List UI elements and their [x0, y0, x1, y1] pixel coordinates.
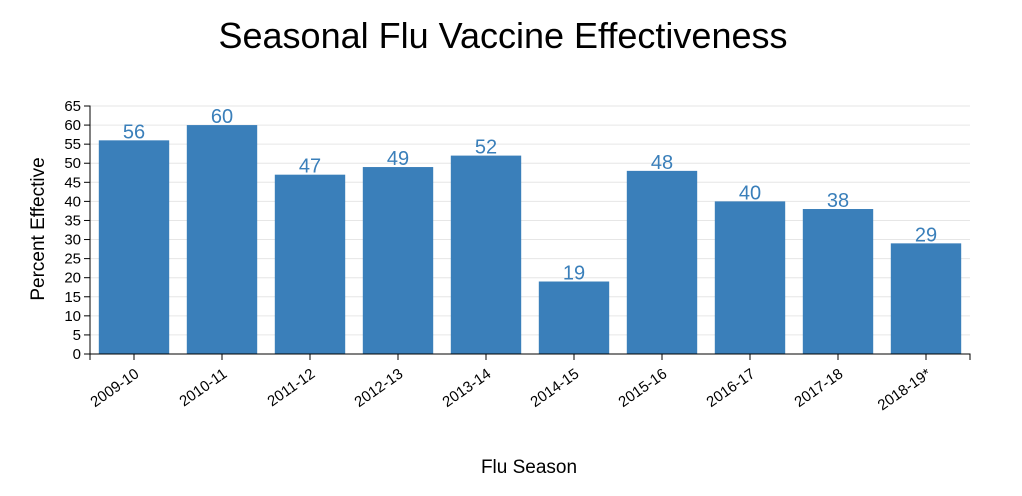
- bar-value-label: 47: [299, 156, 321, 178]
- y-tick-label: 25: [64, 251, 81, 268]
- x-tick-label: 2010-11: [176, 365, 230, 410]
- bar: [98, 140, 170, 354]
- y-tick-label: 40: [64, 193, 81, 210]
- bars: [98, 125, 962, 354]
- y-tick-label: 30: [64, 232, 81, 249]
- value-labels: 56 60 47 49 52 19 48 40 38 29: [123, 106, 937, 284]
- bar: [802, 209, 874, 354]
- x-tick-label: 2012-13: [351, 365, 406, 411]
- x-tick-label: 2011-12: [264, 365, 318, 410]
- bar-value-label: 40: [739, 182, 761, 204]
- y-axis-line: [84, 105, 91, 355]
- x-tick-label: 2017-18: [791, 365, 846, 411]
- y-tick-label: 10: [64, 308, 81, 325]
- y-tick-label: 60: [64, 117, 81, 134]
- x-tick-label: 2014-15: [527, 365, 582, 411]
- x-tick-label: 2016-17: [703, 365, 758, 411]
- x-tick-label: 2013-14: [439, 365, 494, 411]
- bar-value-label: 49: [387, 148, 409, 170]
- y-tick-label: 0: [73, 346, 81, 363]
- bar-value-label: 56: [123, 121, 145, 143]
- x-tick-label: 2015-16: [615, 365, 670, 411]
- bar-value-label: 29: [915, 224, 937, 246]
- x-axis-label: Flu Season: [481, 457, 577, 478]
- y-tick-label: 65: [64, 98, 81, 115]
- bar: [274, 174, 346, 354]
- bar: [626, 170, 698, 354]
- chart-title: Seasonal Flu Vaccine Effectiveness: [219, 15, 788, 56]
- y-tick-label: 35: [64, 212, 81, 229]
- x-tick-label: 2009-10: [87, 365, 142, 411]
- bar-value-label: 38: [827, 190, 849, 212]
- bar: [890, 243, 962, 354]
- bar: [538, 281, 610, 354]
- x-axis: 2009-10 2010-11 2011-12 2012-13 2013-14 2014-…: [87, 353, 971, 414]
- y-tick-label: 5: [73, 327, 81, 344]
- bar-value-label: 48: [651, 152, 673, 174]
- y-tick-label: 15: [64, 289, 81, 306]
- bar-value-label: 19: [563, 263, 585, 285]
- y-tick-label: 55: [64, 136, 81, 153]
- bar-value-label: 52: [475, 137, 497, 159]
- y-tick-label: 45: [64, 174, 81, 191]
- bar: [362, 167, 434, 354]
- x-tick-label: 2018-19*: [875, 365, 935, 414]
- y-tick-label: 20: [64, 270, 81, 287]
- x-axis-line: [89, 353, 971, 360]
- bar-value-label: 60: [211, 106, 233, 128]
- y-axis: 0 5 10 15 20 25 30 35 40 45 50 55 60 65: [64, 98, 91, 363]
- y-axis-label: Percent Effective: [28, 157, 49, 300]
- bar: [714, 201, 786, 354]
- bar: [450, 155, 522, 354]
- bar: [186, 125, 258, 354]
- y-tick-label: 50: [64, 155, 81, 172]
